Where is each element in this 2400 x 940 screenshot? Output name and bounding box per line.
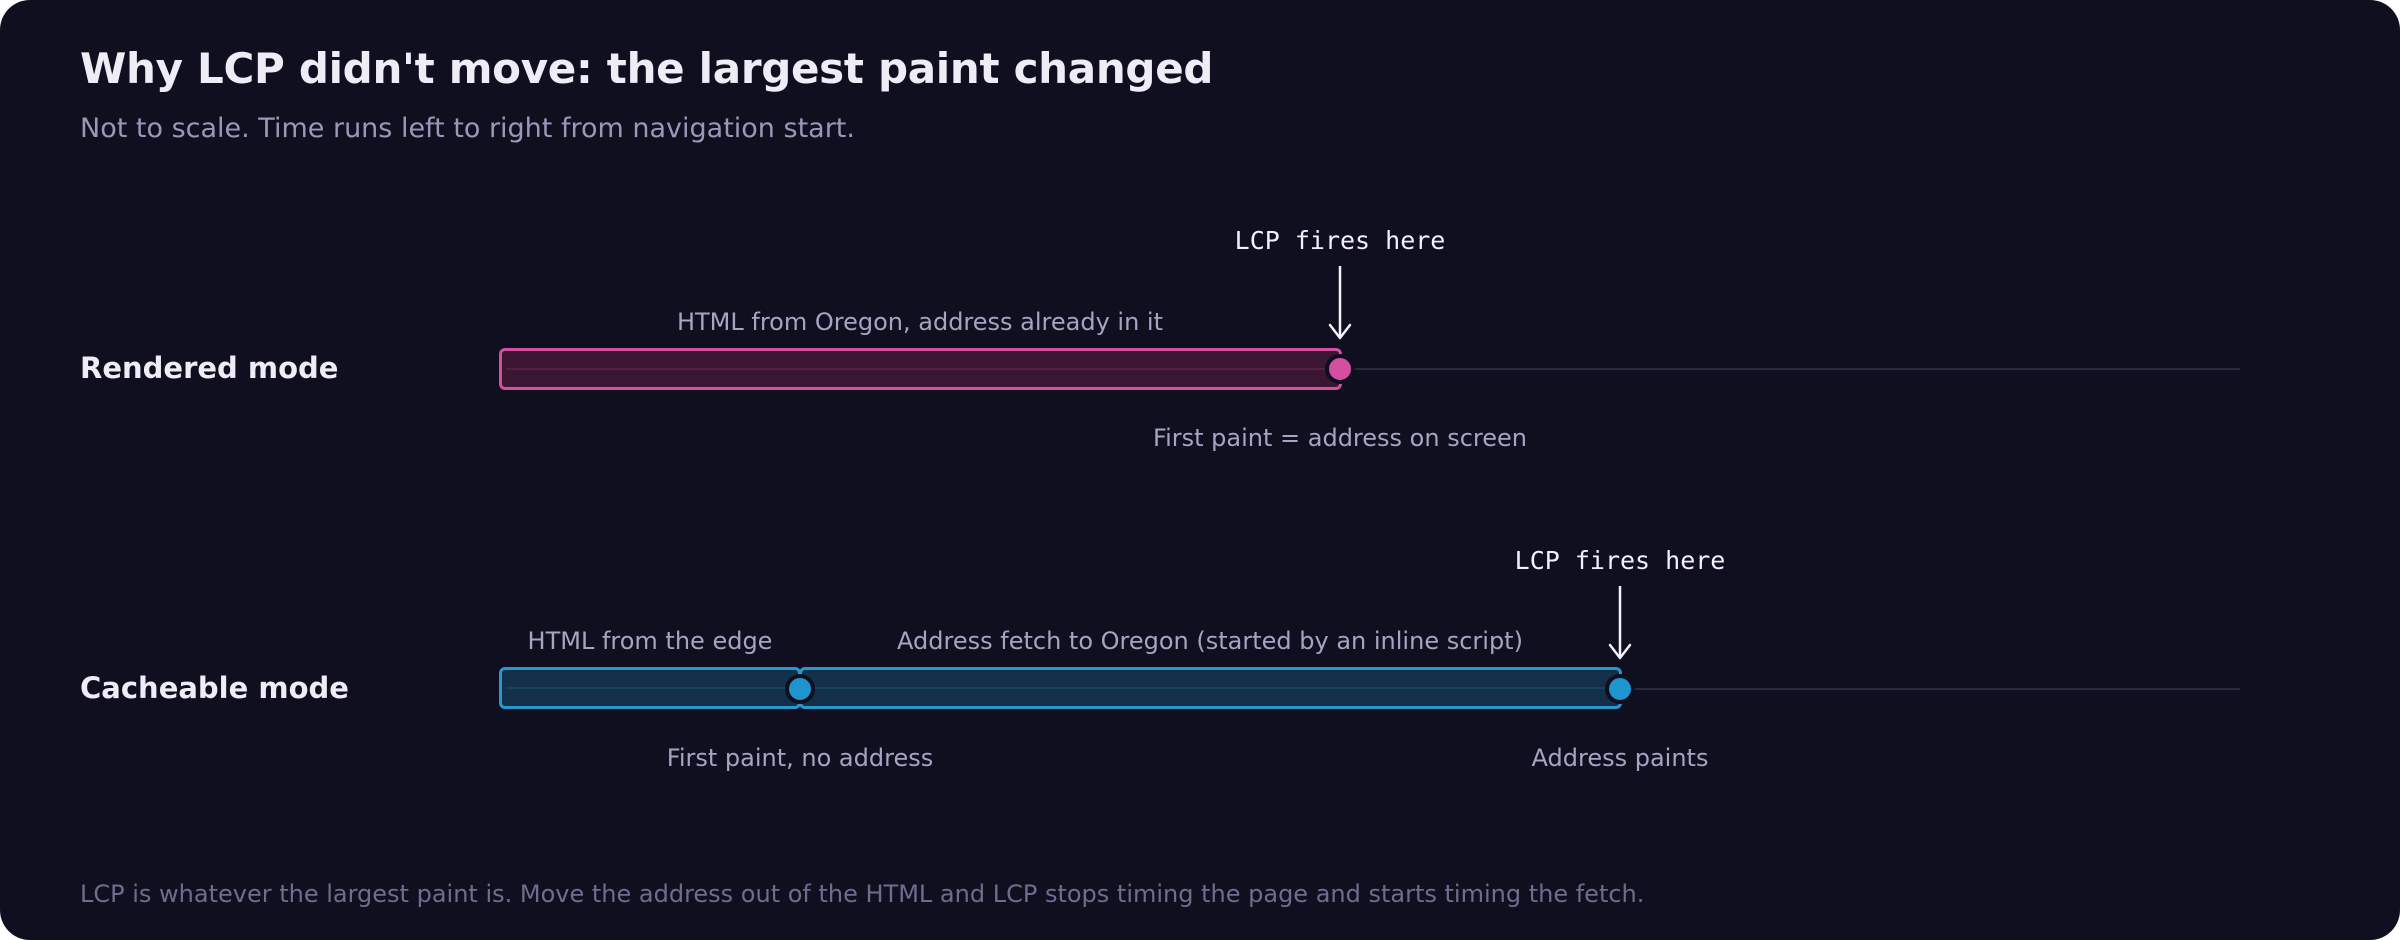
diagram-subtitle: Not to scale. Time runs left to right fr… <box>80 113 855 144</box>
lcp-label-rendered: LCP fires here <box>1234 226 1446 255</box>
segment-html-oregon <box>499 348 1342 390</box>
segment-html-edge <box>499 667 801 709</box>
lcp-arrow-icon <box>1328 266 1352 340</box>
segment-label-address-fetch: Address fetch to Oregon (started by an i… <box>897 627 1523 655</box>
segment-address-fetch <box>799 667 1622 709</box>
lane-track-cacheable <box>1620 688 2240 690</box>
segment-label-html-edge: HTML from the edge <box>527 627 773 655</box>
segment-label-html-oregon: HTML from Oregon, address already in it <box>676 308 1164 336</box>
milestone-first-paint-rendered <box>1325 354 1355 384</box>
lane-label-cacheable: Cacheable mode <box>80 671 349 705</box>
lcp-arrow-icon <box>1608 586 1632 660</box>
milestone-label-first-paint-cacheable: First paint, no address <box>666 744 934 772</box>
milestone-first-paint-cacheable <box>785 674 815 704</box>
milestone-label-address-paints: Address paints <box>1531 744 1709 772</box>
diagram-footnote: LCP is whatever the largest paint is. Mo… <box>80 880 1645 908</box>
diagram-title: Why LCP didn't move: the largest paint c… <box>80 44 1214 93</box>
milestone-address-paints <box>1605 674 1635 704</box>
milestone-label-first-paint-rendered: First paint = address on screen <box>1153 424 1527 452</box>
lane-label-rendered: Rendered mode <box>80 351 339 385</box>
lane-track-rendered <box>1340 368 2240 370</box>
lcp-label-cacheable: LCP fires here <box>1514 546 1726 575</box>
